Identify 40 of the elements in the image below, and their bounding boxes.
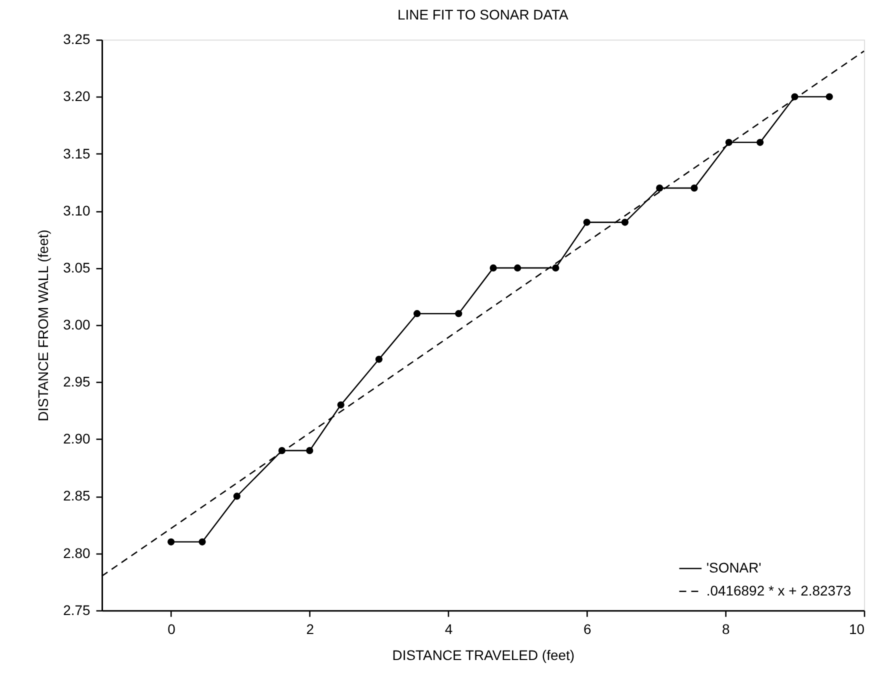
y-axis-title: DISTANCE FROM WALL (feet) xyxy=(35,230,52,422)
point xyxy=(514,264,522,272)
x-axis-title: DISTANCE TRAVELED (feet) xyxy=(392,646,575,663)
y-tick-label: 3.25 xyxy=(63,31,91,48)
point xyxy=(490,264,497,272)
y-tick-label: 2.80 xyxy=(63,544,91,561)
x-tick-label: 6 xyxy=(583,620,592,637)
y-tick-label: 3.00 xyxy=(63,316,91,333)
point xyxy=(233,492,240,500)
x-tick-label: 10 xyxy=(848,620,865,637)
y-tick-label: 3.20 xyxy=(63,88,91,104)
point xyxy=(198,538,206,546)
x-tick-label: 8 xyxy=(722,620,730,637)
point xyxy=(414,310,421,318)
x-tick-label: 2 xyxy=(306,620,314,637)
point xyxy=(725,138,732,146)
y-tick-label: 2.90 xyxy=(63,430,91,447)
point xyxy=(756,138,764,146)
point xyxy=(552,264,560,272)
point xyxy=(375,356,383,363)
point xyxy=(583,218,590,226)
y-tick-label: 3.15 xyxy=(63,145,91,162)
x-tick-label: 0 xyxy=(168,620,176,637)
y-tick-label: 3.05 xyxy=(63,259,91,276)
point xyxy=(621,218,629,226)
legend-label: 'SONAR' xyxy=(706,559,762,576)
point xyxy=(337,401,344,408)
y-tick-label: 3.10 xyxy=(63,202,91,218)
y-tick-label: 2.85 xyxy=(63,488,91,504)
point xyxy=(455,310,462,318)
y-tick-label: 2.95 xyxy=(63,374,91,390)
point xyxy=(826,93,833,100)
point xyxy=(690,184,698,192)
point xyxy=(656,184,664,192)
point xyxy=(306,447,314,454)
chart-title: LINE FIT TO SONAR DATA xyxy=(397,6,569,23)
point xyxy=(168,538,175,546)
x-tick-label: 4 xyxy=(444,620,453,637)
y-tick-label: 2.75 xyxy=(63,602,91,618)
legend-label: .0416892 * x + 2.82373 xyxy=(706,582,852,598)
